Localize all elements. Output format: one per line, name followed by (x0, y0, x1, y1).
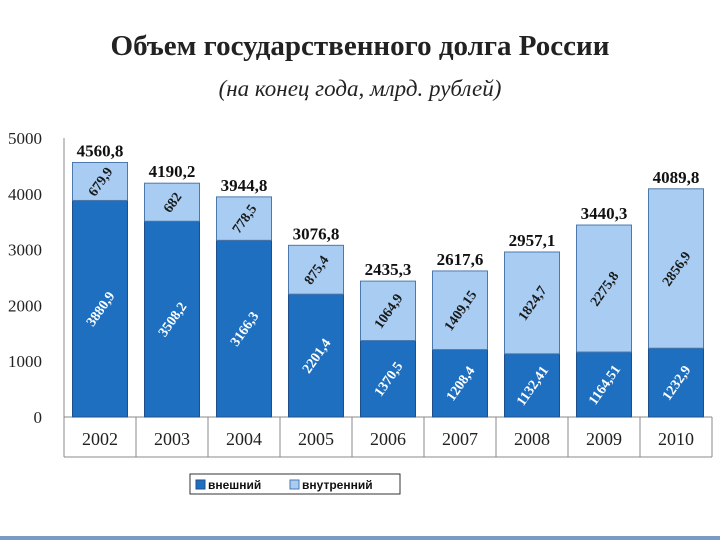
bar-internal-2004 (216, 196, 272, 241)
bar-internal-2007 (432, 270, 488, 351)
x-tick-label: 2010 (658, 429, 694, 449)
bar-external-2010 (648, 347, 704, 418)
x-tick-label: 2007 (442, 429, 478, 449)
y-tick-label: 3000 (8, 241, 42, 260)
slide-bottom-border (0, 536, 720, 540)
total-label: 3076,8 (293, 224, 340, 243)
total-label: 3440,3 (581, 204, 628, 223)
total-label: 2957,1 (509, 231, 556, 250)
bar-external-2009 (576, 351, 632, 418)
y-tick-label: 5000 (8, 129, 42, 148)
bar-external-2003 (144, 220, 200, 418)
bar-internal-2010 (648, 188, 704, 349)
y-tick-label: 0 (34, 408, 43, 427)
chart-title: Объем государственного долга России (110, 30, 610, 62)
total-label: 2617,6 (437, 250, 484, 269)
x-tick-label: 2004 (226, 429, 262, 449)
x-tick-label: 2003 (154, 429, 190, 449)
x-tick-label: 2002 (82, 429, 118, 449)
bar-internal-2002 (72, 162, 128, 201)
total-label: 2435,3 (365, 260, 412, 279)
bar-external-2006 (360, 340, 416, 418)
legend-label-external: внешний (208, 478, 261, 492)
x-tick-label: 2006 (370, 429, 406, 449)
bar-external-2004 (216, 239, 272, 418)
bar-internal-2005 (288, 244, 344, 295)
total-label: 4560,8 (77, 142, 124, 161)
bar-internal-2003 (144, 182, 200, 222)
legend-swatch-external (195, 479, 206, 490)
bar-internal-2009 (576, 224, 632, 353)
x-tick-label: 2005 (298, 429, 334, 449)
x-tick-label: 2009 (586, 429, 622, 449)
legend-label-internal: внутренний (302, 478, 373, 492)
legend-swatch-internal (289, 479, 300, 490)
y-tick-label: 1000 (8, 352, 42, 371)
bar-external-2005 (288, 293, 344, 418)
total-label: 3944,8 (221, 176, 268, 195)
bar-internal-2006 (360, 280, 416, 342)
bar-internal-2008 (504, 251, 560, 355)
chart-subtitle: (на конец года, млрд. рублей) (218, 76, 502, 101)
y-tick-label: 4000 (8, 185, 42, 204)
y-tick-label: 2000 (8, 296, 42, 315)
total-label: 4190,2 (149, 162, 196, 181)
x-tick-label: 2008 (514, 429, 550, 449)
total-label: 4089,8 (653, 168, 700, 187)
bar-external-2007 (432, 349, 488, 418)
